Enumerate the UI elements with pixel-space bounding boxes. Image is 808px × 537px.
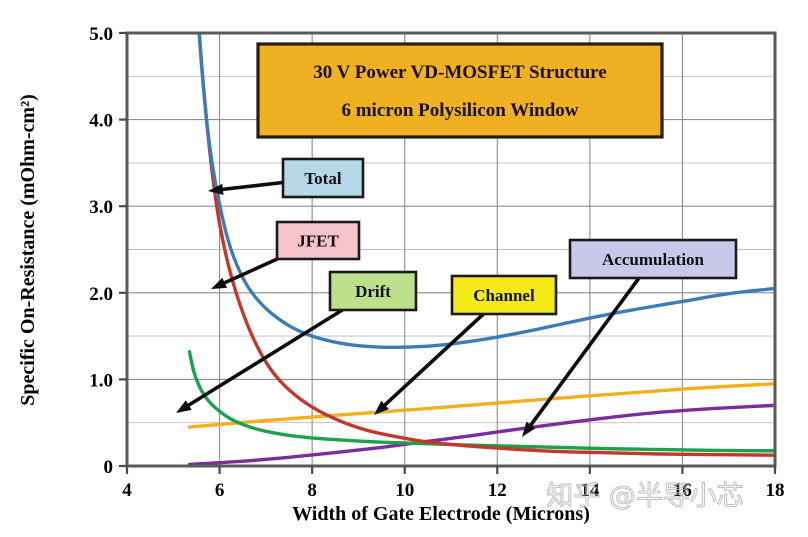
- chart-tick-labels: 4 6 8 10 12 14 16 18 0 1.0 2.0 3.0 4.0 5.0: [89, 24, 784, 501]
- y-axis-title: Specific On-Resistance (mOhm-cm²): [17, 94, 39, 405]
- callout-arrow-line: [215, 180, 285, 192]
- callout-arrow-line: [378, 312, 486, 411]
- y-tick-label: 5.0: [89, 24, 113, 45]
- series-line-channel: [187, 382, 775, 429]
- x-tick-label: 16: [673, 480, 692, 501]
- chart-frame: [125, 31, 777, 468]
- title-line-1: 30 V Power VD-MOSFET Structure: [313, 62, 606, 83]
- callout-box-rect: [568, 238, 738, 280]
- x-tick-label: 10: [395, 480, 414, 501]
- x-axis-title: Width of Gate Electrode (Microns): [292, 503, 590, 525]
- chart-callout-boxes: Total JFET Drift Channel Accumulation: [275, 157, 738, 316]
- x-tick-label: 14: [580, 480, 600, 501]
- callout-box-label: Channel: [473, 286, 535, 305]
- chart-curves: [187, 33, 775, 466]
- series-line-accumulation: [187, 403, 775, 466]
- y-tick-label: 0: [104, 457, 114, 478]
- title-callout-box: 30 V Power VD-MOSFET Structure 6 micron …: [256, 42, 664, 139]
- callout-box-rect: [281, 157, 365, 199]
- series-line-drift: [187, 349, 775, 453]
- callout-arrow-line: [181, 308, 345, 411]
- callout-arrow-line: [217, 257, 279, 288]
- y-tick-label: 4.0: [89, 111, 113, 132]
- callout-arrow-head: [176, 400, 192, 413]
- y-tick-label: 1.0: [89, 370, 113, 391]
- callout-box-drift: Drift: [328, 270, 418, 312]
- watermark-text: 知乎 @半导小芯: [546, 481, 744, 512]
- callout-box-label: Total: [304, 169, 341, 188]
- y-tick-label: 3.0: [89, 197, 113, 218]
- x-tick-label: 8: [307, 480, 317, 501]
- callout-box-label: Accumulation: [602, 250, 705, 269]
- callout-box-label: Drift: [355, 282, 391, 301]
- callout-arrow-head: [208, 183, 224, 195]
- chart-callout-arrows: [176, 180, 641, 437]
- x-tick-label: 18: [766, 480, 785, 501]
- x-tick-label: 4: [122, 480, 132, 501]
- y-tick-label: 2.0: [89, 284, 113, 305]
- callout-box-rect: [328, 270, 418, 312]
- callout-arrow-line: [525, 276, 641, 432]
- callout-box-rect: [450, 274, 558, 316]
- title-line-2: 6 micron Polysilicon Window: [341, 100, 578, 121]
- title-box-rect: [256, 42, 664, 139]
- callout-box-jfet: JFET: [275, 220, 361, 261]
- series-line-total: [197, 33, 775, 350]
- callout-arrow-head: [211, 277, 227, 289]
- callout-arrow-head: [522, 421, 536, 437]
- callout-box-channel: Channel: [450, 274, 558, 316]
- callout-box-accumulation: Accumulation: [568, 238, 738, 280]
- callout-arrow-head: [374, 400, 389, 415]
- callout-box-total: Total: [281, 157, 365, 199]
- x-tick-label: 12: [488, 480, 507, 501]
- callout-box-label: JFET: [297, 232, 339, 251]
- callout-box-rect: [275, 220, 361, 261]
- x-tick-label: 6: [215, 480, 225, 501]
